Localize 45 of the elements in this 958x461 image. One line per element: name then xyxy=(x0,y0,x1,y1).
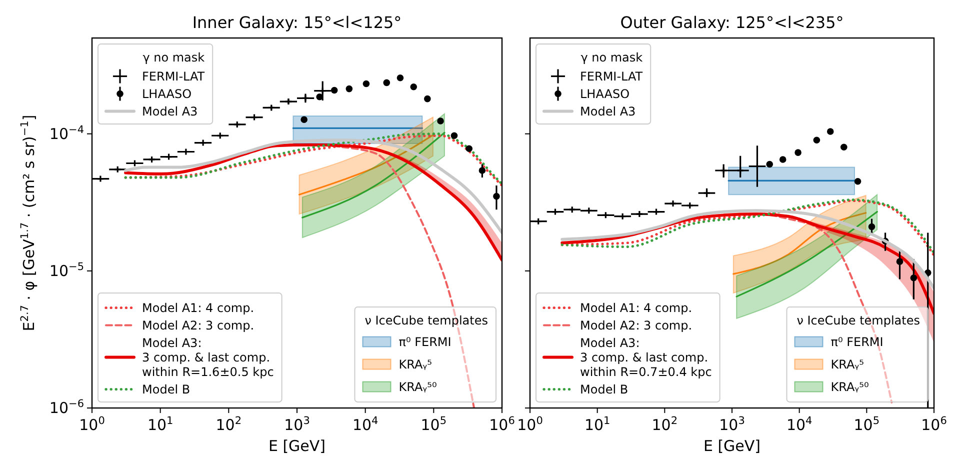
legend-label: π⁰ FERMI xyxy=(398,334,452,349)
x-tick-label: 10$^{2}$ xyxy=(652,415,678,434)
legend-label: KRAᵧ⁵⁰ xyxy=(398,380,437,394)
x-tick-label: 10$^{4}$ xyxy=(786,415,813,434)
text: ν IceCube templates xyxy=(796,314,920,328)
legend-label: LHAASO xyxy=(142,86,192,101)
legend-label: Model B xyxy=(580,382,628,396)
chart-title: Inner Galaxy: 15°<l<125° xyxy=(192,13,402,32)
x-tick-label: 10$^{3}$ xyxy=(719,415,745,434)
legend-label: KRAᵧ⁵ xyxy=(398,357,432,372)
legend-label: Model A1: 4 comp. xyxy=(580,300,692,315)
legend-label: KRAᵧ⁵⁰ xyxy=(830,380,869,394)
legend-label: KRAᵧ⁵ xyxy=(830,357,864,372)
legend-label: Model A3 xyxy=(580,104,636,118)
x-tick-label: 10$^{6}$ xyxy=(921,415,948,434)
x-tick-label: 10$^{5}$ xyxy=(420,415,447,434)
x-tick-label: 10$^{4}$ xyxy=(352,415,379,434)
x-tick-label: 10$^{2}$ xyxy=(216,415,242,434)
text: γ no mask xyxy=(580,50,643,64)
x-tick-label: 10$^{1}$ xyxy=(584,415,610,434)
legend-label: FERMI-LAT xyxy=(142,69,206,84)
legend-label: Model A2: 3 comp. xyxy=(142,318,254,332)
x-tick-label: 10$^{0}$ xyxy=(79,415,105,434)
x-tick-label: 10$^{3}$ xyxy=(284,415,310,434)
legend-label: Model A2: 3 comp. xyxy=(580,318,692,332)
legend-label: Model B xyxy=(142,382,190,396)
x-axis-title: E [GeV] xyxy=(268,437,326,455)
legend-label: FERMI-LAT xyxy=(580,69,644,84)
x-tick-label: 10$^{1}$ xyxy=(147,415,174,434)
y-tick-label: 10$^{−6}$ xyxy=(49,398,84,417)
x-tick-label: 10$^{5}$ xyxy=(854,415,880,434)
legend-label: Model A3 xyxy=(142,104,198,118)
text: ν IceCube templates xyxy=(364,314,488,328)
text: γ no mask xyxy=(142,50,205,64)
chart-title: Outer Galaxy: 125°<l<235° xyxy=(620,13,844,32)
legend-label: Model A1: 4 comp. xyxy=(142,300,254,315)
legend-label: LHAASO xyxy=(580,86,630,101)
x-tick-label: 10$^{6}$ xyxy=(489,415,516,434)
legend-label: Model A3: 3 comp. & last comp. within R=1.6±0.5 kpc xyxy=(142,336,274,379)
legend-label: Model A3: 3 comp. & last comp. within R=0.7±0.4 kpc xyxy=(580,336,712,379)
y-tick-label: 10$^{−5}$ xyxy=(49,260,84,280)
legend-label: π⁰ FERMI xyxy=(830,334,884,349)
y-tick-label: 10$^{−4}$ xyxy=(49,124,84,143)
x-tick-label: 10$^{0}$ xyxy=(517,415,543,434)
x-axis-title: E [GeV] xyxy=(703,437,761,455)
